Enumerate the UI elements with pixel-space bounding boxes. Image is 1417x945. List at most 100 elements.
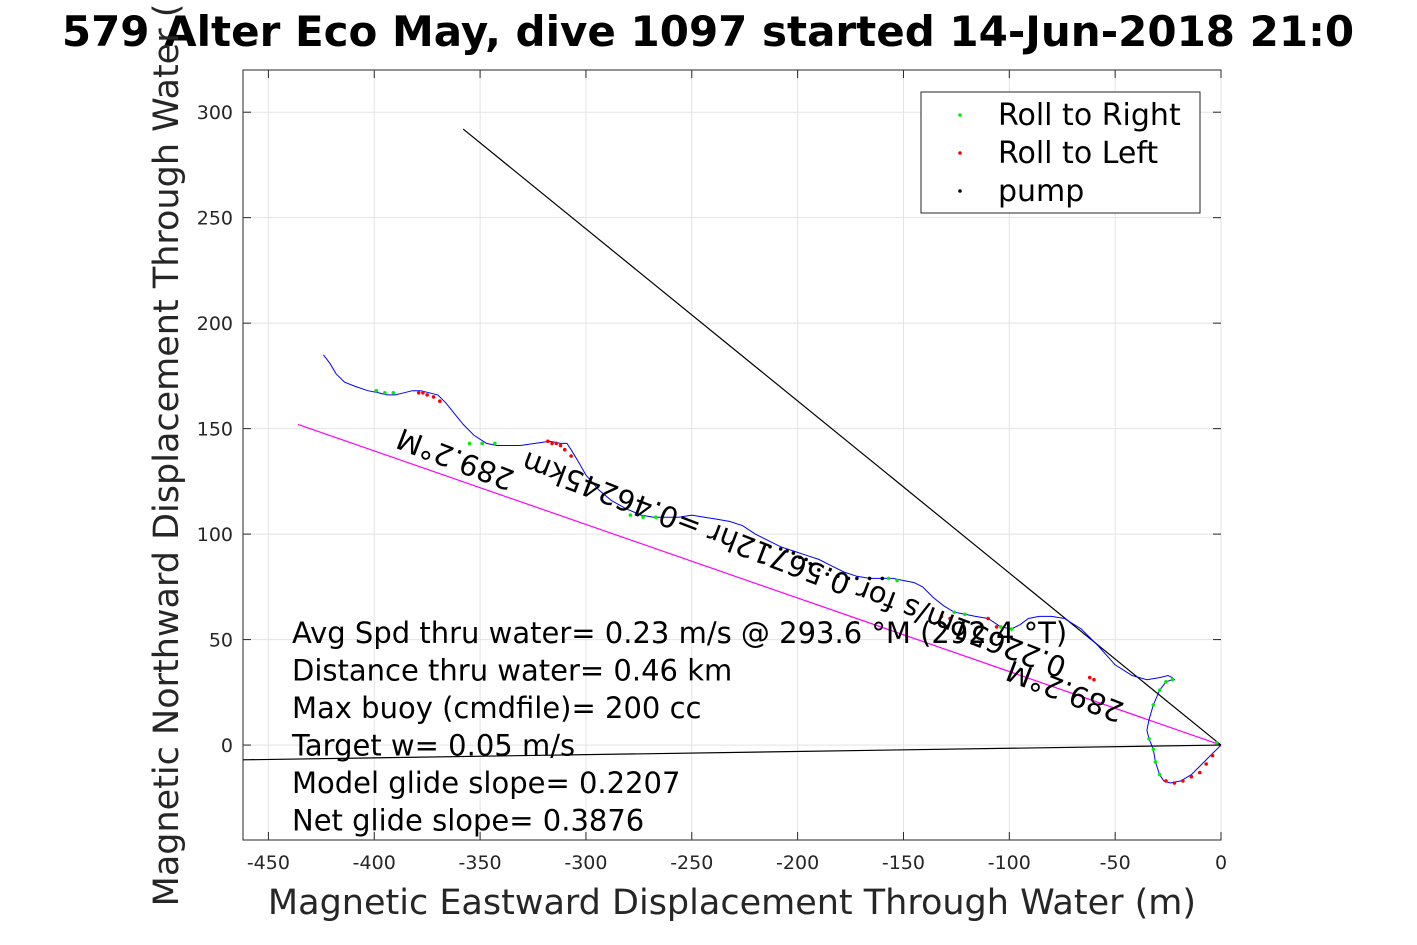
roll-right-marker	[628, 513, 633, 517]
roll-left-marker	[421, 390, 425, 395]
roll-left-marker	[1204, 762, 1208, 766]
summary-line: Net glide slope= 0.3876	[292, 804, 644, 838]
roll-left-marker	[554, 441, 559, 446]
legend: Roll to Right Roll to Left pump	[920, 91, 1201, 214]
summary-annotations: Avg Spd thru water= 0.23 m/s @ 293.6 °M …	[291, 616, 1067, 838]
roll-right-marker	[467, 441, 472, 446]
roll-left-marker	[1087, 675, 1092, 680]
track-markers	[374, 388, 1219, 785]
glider-track-line	[323, 354, 1222, 784]
legend-box	[920, 91, 1201, 214]
pump-marker	[846, 576, 851, 581]
roll-left-marker	[1210, 753, 1215, 758]
y-tick-label: 250	[197, 208, 233, 230]
y-tick-label: 200	[197, 313, 233, 335]
x-tick-label: -250	[670, 852, 713, 874]
roll-right-marker	[653, 515, 658, 520]
roll-left-marker	[948, 616, 952, 621]
summary-line: Model glide slope= 0.2207	[292, 766, 680, 800]
roll-right-marker	[641, 515, 645, 520]
pump-marker	[804, 557, 808, 562]
legend-marker-pump	[958, 189, 962, 193]
roll-left-marker	[438, 399, 442, 404]
pump-marker	[825, 572, 830, 576]
roll-right-marker	[1170, 677, 1175, 682]
summary-line: Avg Spd thru water= 0.23 m/s @ 293.6 °M …	[292, 616, 1067, 650]
roll-right-marker	[1157, 688, 1162, 693]
roll-left-marker	[569, 454, 573, 458]
legend-label-pump: pump	[998, 174, 1084, 209]
legend-label-roll-right: Roll to Right	[998, 98, 1181, 133]
roll-left-marker	[1092, 677, 1096, 682]
summary-line: Max buoy (cmdfile)= 200 cc	[292, 691, 701, 725]
roll-right-marker	[383, 390, 387, 395]
y-tick-label: 50	[209, 630, 233, 652]
pump-marker	[768, 544, 772, 549]
x-tick-label: -200	[776, 852, 819, 874]
x-tick-label: 0	[1215, 852, 1227, 874]
chart-title: 579 Alter Eco May, dive 1097 started 14-…	[62, 7, 1354, 56]
roll-left-marker	[546, 439, 550, 444]
roll-right-marker	[1164, 679, 1168, 684]
roll-left-marker	[1164, 779, 1168, 783]
roll-left-marker	[1181, 779, 1185, 783]
x-tick-label: -100	[988, 852, 1031, 874]
y-tick-label: 100	[197, 524, 233, 546]
roll-right-marker	[1151, 747, 1156, 752]
pump-marker	[867, 576, 872, 581]
roll-right-marker	[480, 441, 485, 446]
summary-line: Target w= 0.05 m/s	[291, 729, 575, 763]
x-tick-label: -400	[353, 852, 396, 874]
y-axis-label: Magnetic Northward Displacement Through …	[147, 4, 187, 907]
pump-marker	[778, 547, 783, 551]
roll-right-marker	[1009, 627, 1014, 631]
roll-right-marker	[1147, 736, 1151, 741]
roll-left-marker	[558, 443, 563, 448]
pump-marker	[791, 551, 796, 555]
x-tick-label: -450	[247, 852, 290, 874]
x-axis-label: Magnetic Eastward Displacement Through W…	[268, 883, 1196, 923]
roll-left-marker	[1172, 781, 1177, 785]
x-tick-label: -50	[1100, 852, 1131, 874]
heading-line	[297, 423, 1222, 746]
roll-right-marker	[886, 576, 891, 581]
axis-ticks: -450 -400 -350 -300 -250 -200 -150 -100 -50 0 0 50 1…	[197, 70, 1227, 874]
pump-marker	[797, 555, 802, 560]
x-tick-label: -150	[882, 852, 925, 874]
pump-marker	[808, 561, 813, 566]
roll-right-marker	[1153, 760, 1158, 764]
roll-left-marker	[416, 390, 421, 395]
roll-right-marker	[374, 388, 379, 393]
roll-left-marker	[939, 614, 944, 619]
roll-right-marker	[952, 610, 957, 614]
roll-left-marker	[1198, 770, 1202, 775]
roll-right-marker	[391, 390, 396, 395]
roll-left-marker	[550, 441, 554, 446]
roll-right-marker	[1214, 741, 1219, 745]
roll-right-marker	[963, 612, 967, 617]
roll-right-marker	[493, 441, 497, 446]
roll-left-marker	[425, 393, 429, 397]
pump-marker	[836, 574, 840, 579]
y-tick-label: 300	[197, 102, 233, 124]
y-tick-label: 0	[221, 735, 233, 757]
legend-marker-roll-right	[958, 113, 962, 117]
pump-marker	[816, 568, 821, 572]
roll-left-marker	[994, 625, 999, 629]
roll-left-marker	[562, 447, 567, 452]
legend-label-roll-left: Roll to Left	[998, 136, 1158, 171]
x-tick-label: -300	[564, 852, 607, 874]
y-tick-label: 150	[197, 419, 233, 441]
roll-right-marker	[1151, 703, 1156, 707]
roll-left-marker	[1189, 774, 1194, 779]
x-tick-label: -350	[459, 852, 502, 874]
roll-left-marker	[986, 616, 990, 621]
roll-left-marker	[431, 395, 436, 399]
pump-marker	[785, 549, 789, 553]
roll-right-marker	[895, 578, 899, 583]
roll-right-marker	[1157, 772, 1162, 777]
pump-marker	[880, 576, 885, 581]
legend-marker-roll-left	[958, 151, 962, 155]
pump-marker	[855, 576, 859, 581]
